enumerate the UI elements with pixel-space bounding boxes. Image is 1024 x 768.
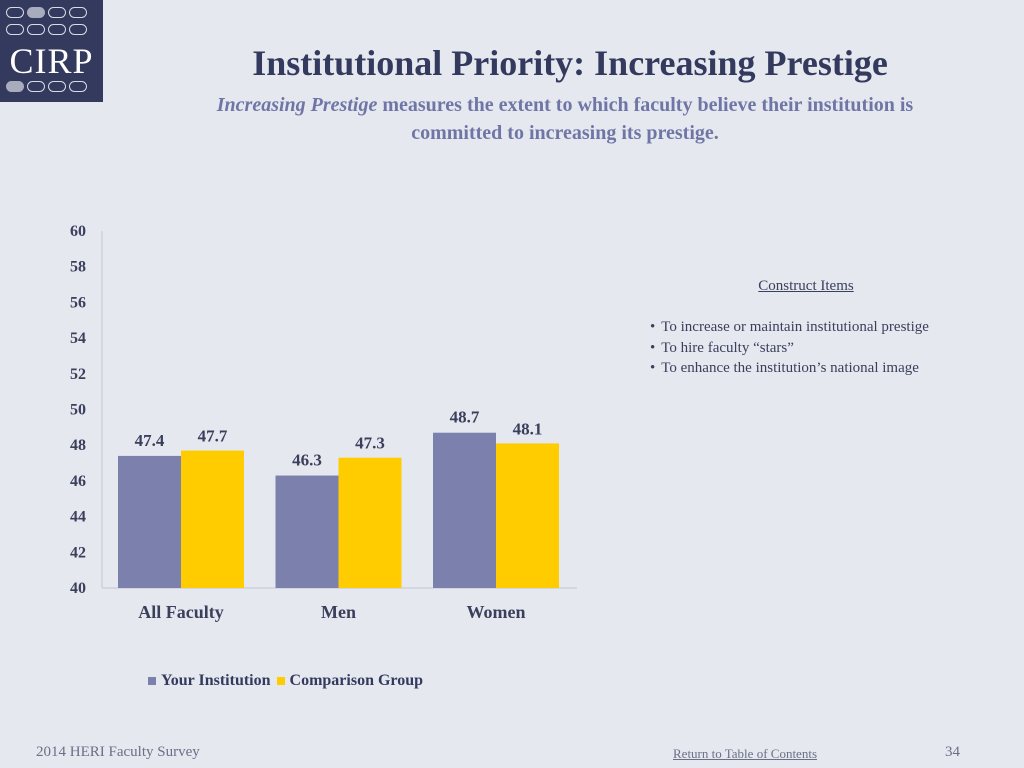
bar-your-institution <box>275 475 339 588</box>
construct-item: To hire faculty “stars” <box>650 338 980 359</box>
logo-pill-icon <box>27 24 45 35</box>
bar-comparison-group <box>496 443 559 588</box>
y-tick-label: 48 <box>70 437 86 454</box>
legend-item: Your Institution <box>148 672 271 690</box>
y-tick-label: 42 <box>70 544 86 561</box>
legend-item: Comparison Group <box>276 672 424 690</box>
y-tick-label: 40 <box>70 580 86 597</box>
x-category-label: Women <box>466 602 525 622</box>
x-category-label: Men <box>321 602 356 622</box>
cirp-logo: CIRP <box>0 0 103 102</box>
logo-pill-icon <box>6 24 24 35</box>
y-tick-label: 46 <box>70 473 86 490</box>
construct-item: To enhance the institution’s national im… <box>650 358 980 379</box>
footer-survey-name: 2014 HERI Faculty Survey <box>36 744 200 760</box>
page-title: Institutional Priority: Increasing Prest… <box>252 43 888 83</box>
y-tick-label: 50 <box>70 402 86 419</box>
y-tick-label: 52 <box>70 366 86 383</box>
data-label: 48.7 <box>450 408 480 427</box>
bar-your-institution <box>118 455 181 588</box>
logo-pill-icon <box>48 81 66 92</box>
logo-text: CIRP <box>9 41 94 81</box>
page-subtitle: Increasing Prestige measures the extent … <box>150 91 980 147</box>
logo-pill-icon <box>48 24 66 35</box>
logo-pill-icon <box>6 81 24 92</box>
construct-items-list: To increase or maintain institutional pr… <box>650 317 980 379</box>
y-tick-label: 54 <box>70 330 86 347</box>
logo-pill-icon <box>6 7 24 18</box>
data-label: 46.3 <box>292 451 322 470</box>
legend-label: Comparison Group <box>289 672 424 689</box>
construct-item: To increase or maintain institutional pr… <box>650 317 980 338</box>
bar-comparison-group <box>338 457 402 588</box>
legend-label: Your Institution <box>161 672 271 689</box>
logo-pill-icon <box>69 81 87 92</box>
y-tick-label: 56 <box>70 294 86 311</box>
construct-items-title: Construct Items <box>758 278 854 294</box>
bar-comparison-group <box>181 450 244 588</box>
data-label: 47.7 <box>198 427 228 446</box>
logo-pill-icon <box>27 81 45 92</box>
legend-swatch-icon <box>148 677 156 685</box>
y-tick-label: 44 <box>70 509 86 526</box>
logo-pill-icon <box>27 7 45 18</box>
logo-pill-icon <box>69 24 87 35</box>
bar-your-institution <box>433 432 496 588</box>
x-category-label: All Faculty <box>138 602 224 622</box>
construct-items-panel: Construct Items To increase or maintain … <box>640 278 980 379</box>
legend-swatch-icon <box>276 677 285 685</box>
logo-pill-icon <box>48 7 66 18</box>
subtitle-line2: committed to increasing its prestige. <box>411 122 719 144</box>
page-number: 34 <box>945 744 960 760</box>
data-label: 48.1 <box>513 419 543 438</box>
y-tick-label: 58 <box>70 259 86 276</box>
y-tick-label: 60 <box>70 223 86 240</box>
chart-legend: Your Institution Comparison Group <box>148 672 429 690</box>
subtitle-emphasis: Increasing Prestige <box>216 94 378 116</box>
return-to-toc-link[interactable]: Return to Table of Contents <box>673 746 817 761</box>
subtitle-line1: measures the extent to which faculty bel… <box>377 94 914 116</box>
logo-pill-icon <box>69 7 87 18</box>
data-label: 47.4 <box>135 431 165 450</box>
data-label: 47.3 <box>355 434 385 453</box>
